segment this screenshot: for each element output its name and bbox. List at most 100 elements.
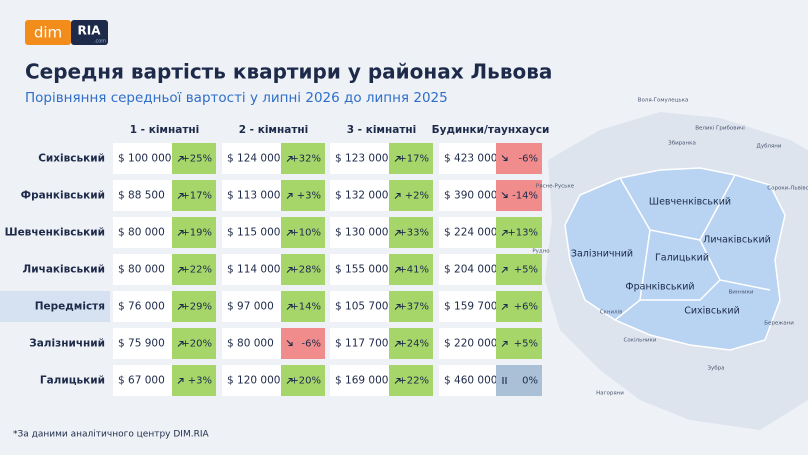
map-place: Великі Грибовичі — [695, 126, 745, 132]
trend-icon — [286, 192, 293, 199]
column-header: Будинки/таунхауси — [432, 124, 550, 136]
district-label: Галицький — [40, 375, 105, 387]
price-cell — [330, 291, 389, 322]
trend-icon — [501, 266, 508, 273]
trend-icon — [501, 155, 508, 162]
change: +2% — [405, 191, 429, 202]
change-cell — [172, 180, 216, 211]
column-header: 3 - кімнатні — [347, 124, 417, 136]
change: -6% — [519, 154, 538, 165]
change-cell — [496, 254, 542, 285]
change: +5% — [514, 265, 538, 276]
change: +41% — [398, 265, 429, 276]
price-cell — [113, 143, 172, 174]
map-place: Винники — [728, 290, 753, 296]
price: $ 67 000 — [118, 375, 165, 387]
price: $ 80 000 — [118, 227, 165, 239]
map-place: Сороки-Львівські — [767, 186, 808, 192]
price: $ 76 000 — [118, 301, 165, 313]
change: +20% — [181, 339, 212, 350]
change-cell — [281, 143, 325, 174]
change-cell — [281, 254, 325, 285]
map-place: Сокільники — [624, 338, 657, 344]
change-cell — [389, 328, 433, 359]
price-cell — [113, 180, 172, 211]
price-cell — [113, 291, 172, 322]
price-cell — [439, 328, 496, 359]
trend-icon — [394, 192, 401, 199]
map-district: Шевченківський — [649, 197, 731, 208]
footnote: *За даними аналітичного центру DIM.RIA — [13, 430, 209, 440]
trend-icon — [286, 303, 293, 310]
trend-icon — [177, 377, 184, 384]
price-cell — [222, 143, 281, 174]
change: 0% — [522, 376, 538, 387]
price-cell — [330, 180, 389, 211]
change-cell — [496, 180, 542, 211]
price: $ 105 700 — [335, 301, 388, 313]
change-cell — [281, 328, 325, 359]
trend-icon — [286, 266, 293, 273]
price-cell — [113, 217, 172, 248]
change: +6% — [514, 302, 538, 313]
price-cell — [330, 254, 389, 285]
map-place: Бережани — [764, 321, 794, 327]
change-cell — [281, 365, 325, 396]
change: +22% — [398, 376, 429, 387]
trend-icon — [501, 340, 508, 347]
logo-left-box — [25, 20, 71, 45]
price-cell — [330, 217, 389, 248]
price-cell — [330, 328, 389, 359]
change: +24% — [398, 339, 429, 350]
row-highlight — [0, 291, 110, 322]
map-place: Воля-Гомулецька — [638, 98, 689, 104]
change: +20% — [290, 376, 321, 387]
price-cell — [330, 143, 389, 174]
price: $ 120 000 — [227, 375, 280, 387]
change-cell — [496, 143, 542, 174]
column-header: 2 - кімнатні — [239, 124, 309, 136]
trend-icon — [501, 303, 508, 310]
change: +28% — [290, 265, 321, 276]
price: $ 124 000 — [227, 153, 280, 165]
map-place: Збиранка — [668, 141, 696, 147]
change: +13% — [507, 228, 538, 239]
change: +29% — [181, 302, 212, 313]
price: $ 155 000 — [335, 264, 388, 276]
change-cell — [172, 143, 216, 174]
district-label: Залізничний — [29, 338, 105, 350]
price: $ 224 000 — [444, 227, 497, 239]
map-place: Рудно — [532, 249, 550, 255]
price: $ 460 000 — [444, 375, 497, 387]
change-cell — [496, 328, 542, 359]
map-place: Скнилів — [600, 310, 623, 316]
logo-right-box — [71, 20, 108, 45]
price: $ 204 000 — [444, 264, 497, 276]
map-place: Нагоряни — [596, 391, 624, 397]
district-label: Шевченківський — [5, 227, 105, 239]
district-label: Сихівський — [38, 153, 105, 165]
price-cell — [222, 328, 281, 359]
price-cell — [222, 291, 281, 322]
trend-icon — [502, 377, 507, 384]
price-cell — [439, 365, 496, 396]
price: $ 115 000 — [227, 227, 280, 239]
price-cell — [222, 217, 281, 248]
trend-icon — [177, 340, 184, 347]
change-cell — [496, 291, 542, 322]
map-place: Зубра — [707, 366, 724, 372]
price-cell — [330, 365, 389, 396]
change: +3% — [297, 191, 321, 202]
change: +10% — [290, 228, 321, 239]
price: $ 159 700 — [444, 301, 497, 313]
price-cell — [222, 365, 281, 396]
title: Середня вартість квартири у районах Льво… — [25, 60, 552, 84]
change: +3% — [188, 376, 212, 387]
logo-sub: .com — [94, 39, 106, 45]
trend-icon — [394, 340, 401, 347]
price: $ 75 900 — [118, 338, 165, 350]
price-cell — [439, 143, 496, 174]
change-cell — [389, 180, 433, 211]
map-place: Дубляни — [757, 144, 782, 150]
